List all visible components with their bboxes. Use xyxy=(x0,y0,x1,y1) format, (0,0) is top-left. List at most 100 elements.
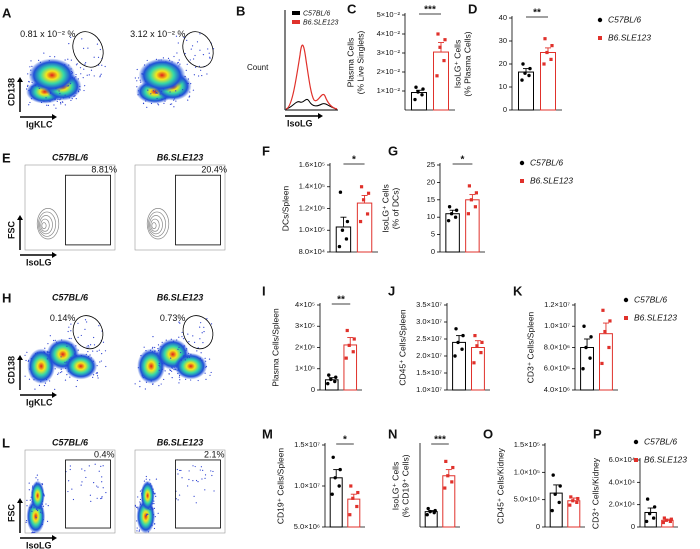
event-dot xyxy=(34,388,36,390)
event-dot xyxy=(144,388,146,390)
event-dot xyxy=(53,339,55,342)
data-point xyxy=(355,504,359,509)
event-dot xyxy=(86,321,88,323)
event-dot xyxy=(75,345,77,347)
data-point xyxy=(550,508,554,513)
event-dot xyxy=(28,378,31,380)
y-tick-label: 1.0×10⁵ xyxy=(299,225,325,234)
event-dot xyxy=(194,465,196,468)
event-dot xyxy=(36,474,38,476)
event-dot xyxy=(70,99,72,101)
x-axis-label: IsoLG xyxy=(26,540,52,549)
event-dot xyxy=(178,376,181,378)
plot-title: B6.SLE123 xyxy=(157,437,204,447)
event-dot xyxy=(184,76,186,78)
event-dot xyxy=(206,73,208,75)
event-dot xyxy=(210,371,212,374)
event-dot xyxy=(77,322,79,324)
data-point xyxy=(647,511,652,516)
gate-label: 0.73% xyxy=(160,313,186,323)
event-dot xyxy=(73,77,76,79)
data-point xyxy=(473,334,477,338)
data-point xyxy=(558,484,562,488)
event-dot xyxy=(168,373,170,375)
event-dot xyxy=(201,359,203,361)
event-dot xyxy=(164,100,166,102)
event-dot xyxy=(160,383,162,385)
data-point xyxy=(438,45,442,49)
event-dot xyxy=(147,513,149,515)
event-dot xyxy=(92,350,94,352)
y-axis-label: (% of DCs) xyxy=(390,188,400,230)
event-dot xyxy=(201,74,203,77)
y-tick-label: 5 xyxy=(431,230,435,239)
event-dot xyxy=(170,357,172,359)
event-dot xyxy=(104,65,106,68)
data-point xyxy=(365,212,370,216)
event-dot xyxy=(193,495,195,497)
y-axis-label: CD19⁺ Cells/Spleen xyxy=(275,448,285,525)
y-tick-label: 3.5×10⁷ xyxy=(416,300,442,309)
event-dot xyxy=(178,346,180,348)
event-dot xyxy=(147,89,149,91)
data-point xyxy=(348,513,352,517)
panel-letter: M xyxy=(262,426,273,441)
event-dot xyxy=(152,336,154,338)
event-dot xyxy=(139,490,142,492)
event-dot xyxy=(96,497,98,499)
event-dot xyxy=(204,357,206,359)
event-dot xyxy=(199,338,201,340)
y-axis-label: DCs/Spleen xyxy=(280,186,290,232)
y-tick-label: 0 xyxy=(631,522,635,531)
event-dot xyxy=(192,480,194,482)
y-tick-label: 1.0×10⁷ xyxy=(416,385,442,394)
event-dot xyxy=(67,330,69,333)
bar xyxy=(465,199,480,253)
event-dot xyxy=(42,505,45,507)
y-tick-label: 1.5×10⁷ xyxy=(416,368,442,377)
event-dot xyxy=(93,336,95,339)
x-axis-label: IsoLG xyxy=(287,118,313,128)
flow-plot: 0.14% C57BL/6 xyxy=(24,292,115,390)
y-tick-label: 4×10⁻² xyxy=(377,29,401,38)
significance: * xyxy=(352,155,356,166)
event-dot xyxy=(169,91,171,93)
event-dot xyxy=(59,92,61,94)
y-axis-label: Plasma Cells xyxy=(345,38,355,88)
event-dot xyxy=(102,465,104,467)
data-point xyxy=(329,377,333,382)
event-dot xyxy=(173,106,175,108)
y-tick-label: 3×10⁻² xyxy=(377,48,401,57)
event-dot xyxy=(181,336,183,338)
data-point xyxy=(454,327,458,331)
y-tick-label: 25 xyxy=(427,160,435,169)
event-dot xyxy=(38,384,41,386)
y-axis-label: CD138 xyxy=(6,356,16,384)
event-dot xyxy=(175,498,177,500)
data-point xyxy=(603,329,607,334)
data-point xyxy=(479,351,483,355)
data-point xyxy=(588,356,592,360)
data-point xyxy=(474,191,478,195)
panel-letter: K xyxy=(513,283,523,298)
data-point xyxy=(469,198,473,202)
event-dot xyxy=(181,331,183,334)
data-point xyxy=(420,93,424,97)
event-dot xyxy=(152,383,154,385)
event-dot xyxy=(96,485,98,487)
data-point xyxy=(664,518,668,522)
event-dot xyxy=(143,480,146,482)
significance: ** xyxy=(533,8,541,19)
data-point xyxy=(542,62,546,66)
event-dot xyxy=(60,103,62,105)
event-dot xyxy=(145,478,147,480)
event-dot xyxy=(105,491,107,494)
event-dot xyxy=(73,353,76,355)
data-point xyxy=(345,328,349,333)
event-dot xyxy=(70,36,72,38)
event-dot xyxy=(205,378,207,380)
y-tick-label: 1×10⁻² xyxy=(377,86,401,95)
event-dot xyxy=(204,489,206,491)
event-dot xyxy=(194,54,196,57)
data-point xyxy=(450,480,454,484)
